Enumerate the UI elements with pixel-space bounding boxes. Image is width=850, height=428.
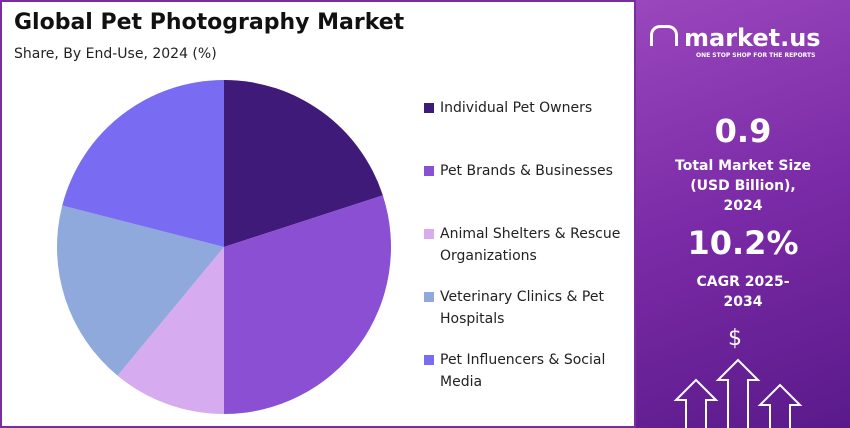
arrows-icon (673, 358, 803, 428)
legend-label: Pet Influencers & Social Media (440, 352, 606, 390)
brand-logo: market.us (650, 24, 821, 52)
pie-slice (62, 79, 224, 247)
legend-swatch (424, 166, 434, 176)
legend-label: Individual Pet Owners (440, 100, 593, 116)
cagr-value: 10.2% (687, 224, 799, 262)
chart-panel: Global Pet Photography Market Share, By … (0, 0, 636, 428)
legend-label: Animal Shelters & Rescue Organizations (440, 226, 621, 264)
legend-item: Pet Influencers & Social Media (424, 349, 624, 393)
legend-swatch (424, 292, 434, 302)
pie-slice (224, 80, 383, 247)
chart-subtitle: Share, By End-Use, 2024 (%) (14, 46, 217, 62)
pie-slice (224, 195, 392, 414)
legend-item: Animal Shelters & Rescue Organizations (424, 223, 624, 267)
pie-chart (57, 79, 392, 414)
pie-slice (117, 247, 224, 414)
chart-title: Global Pet Photography Market (14, 10, 405, 35)
brand-tagline: ONE STOP SHOP FOR THE REPORTS (696, 52, 816, 59)
legend-item: Individual Pet Owners (424, 97, 624, 119)
brand-name: market.us (684, 24, 821, 52)
dollar-icon: $ (728, 326, 742, 351)
legend-item: Veterinary Clinics & Pet Hospitals (424, 286, 624, 330)
legend-label: Veterinary Clinics & Pet Hospitals (440, 289, 604, 327)
legend-swatch (424, 229, 434, 239)
pie-slice (57, 205, 224, 376)
legend-swatch (424, 355, 434, 365)
market-size-value: 0.9 (714, 112, 772, 150)
legend-swatch (424, 103, 434, 113)
cagr-label: CAGR 2025-2034 (696, 274, 790, 310)
legend-label: Pet Brands & Businesses (440, 163, 613, 179)
sidebar: market.us ONE STOP SHOP FOR THE REPORTS … (636, 0, 850, 428)
legend-item: Pet Brands & Businesses (424, 160, 624, 182)
market-size-label: Total Market Size (USD Billion), 2024 (675, 158, 811, 214)
